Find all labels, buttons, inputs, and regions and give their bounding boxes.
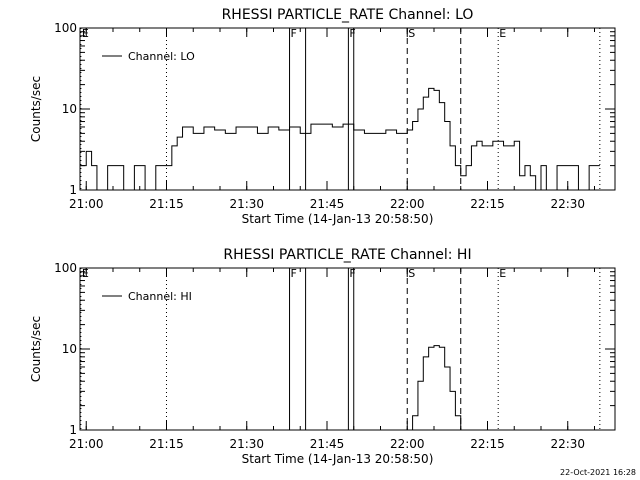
x-tick-label: 21:00 [69,437,104,451]
y-tick-label: 1 [69,183,77,197]
x-tick-label: 21:45 [310,197,345,211]
x-tick-label: 21:00 [69,197,104,211]
event-marker-label: S [408,267,415,280]
event-marker-label: F [291,27,297,40]
x-tick-label: 21:30 [229,437,264,451]
chart-title: RHESSI PARTICLE_RATE Channel: LO [222,7,474,23]
x-axis-label: Start Time (14-Jan-13 20:58:50) [242,452,434,466]
x-tick-label: 22:15 [470,437,505,451]
x-tick-label: 22:30 [550,197,585,211]
y-axis-label: Counts/sec [29,76,43,142]
event-marker-label: E [82,267,89,280]
y-tick-label: 10 [62,342,77,356]
chart-panel-lo: RHESSI PARTICLE_RATE Channel: LO 1 10 100 21… [29,7,616,226]
chart-title: RHESSI PARTICLE_RATE Channel: HI [223,247,471,263]
x-tick-label: 21:30 [229,197,264,211]
event-marker-label: F [349,267,355,280]
event-marker-label: F [291,267,297,280]
y-axis-label: Counts/sec [29,316,43,382]
x-tick-label: 22:00 [390,437,425,451]
event-marker-label: F [349,27,355,40]
series-line [407,345,462,431]
x-tick-label: 22:15 [470,197,505,211]
chart-panel-hi: RHESSI PARTICLE_RATE Channel: HI 1 10 100 21… [29,247,616,466]
y-tick-label: 1 [69,423,77,437]
x-tick-label: 22:00 [390,197,425,211]
event-marker-label: E [499,27,506,40]
event-marker-label: E [82,27,89,40]
timestamp-footer: 22-Oct-2021 16:28 [560,468,636,477]
x-tick-label: 21:15 [149,197,184,211]
legend-label: Channel: LO [128,50,195,63]
y-tick-label: 100 [54,21,77,35]
x-tick-label: 21:15 [149,437,184,451]
x-tick-label: 21:45 [310,437,345,451]
x-axis-label: Start Time (14-Jan-13 20:58:50) [242,212,434,226]
series-line [80,87,600,191]
event-marker-label: S [408,27,415,40]
y-tick-label: 10 [62,102,77,116]
x-tick-label: 22:30 [550,437,585,451]
y-tick-label: 100 [54,261,77,275]
legend-label: Channel: HI [128,290,192,303]
event-marker-label: E [499,267,506,280]
